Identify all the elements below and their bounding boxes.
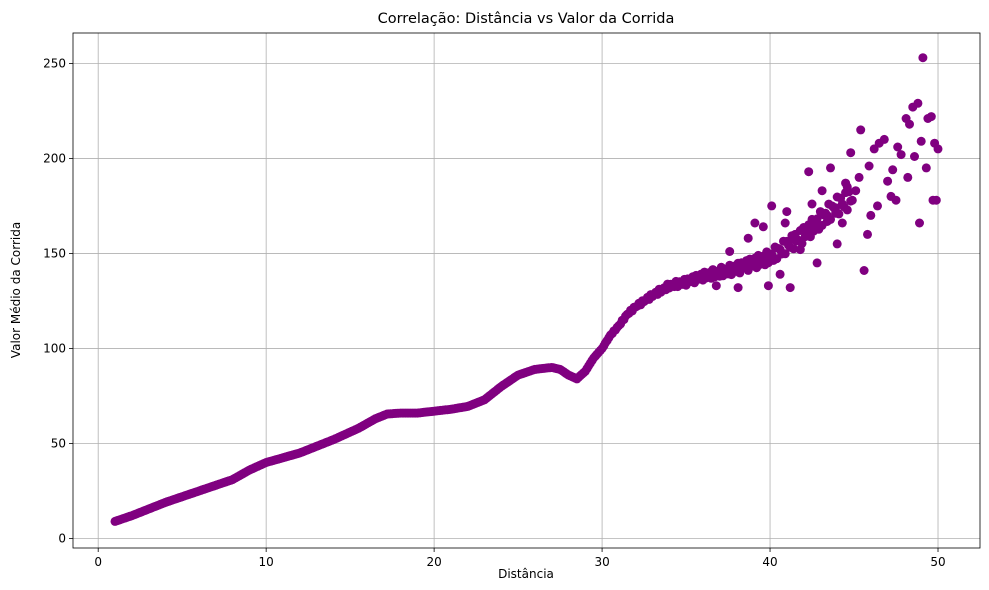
x-tick-label: 30 <box>594 555 609 569</box>
scatter-point <box>758 222 768 232</box>
scatter-point <box>893 142 903 152</box>
scatter-point <box>785 283 795 293</box>
plot-frame <box>72 32 981 549</box>
scatter-point <box>789 244 799 254</box>
scatter-point <box>847 195 857 205</box>
scatter-point <box>790 235 800 245</box>
scatter-point <box>775 269 785 279</box>
scatter-point <box>763 281 773 291</box>
x-tick-label: 10 <box>259 555 274 569</box>
x-tick-label: 20 <box>426 555 441 569</box>
scatter-point <box>826 163 835 173</box>
scatter-point <box>795 245 805 255</box>
scatter-point <box>807 199 817 209</box>
scatter-point <box>910 152 919 161</box>
scatter-point <box>817 186 827 196</box>
scatter-point <box>799 226 809 236</box>
axis-ticks: 0 10 20 30 40 50 0 50 100 150 200 250 <box>43 56 946 569</box>
scatter-point <box>866 210 876 220</box>
scatter-point <box>725 247 735 256</box>
scatter-point <box>767 201 777 211</box>
scatter-point <box>831 203 841 213</box>
scatter-point <box>846 148 856 158</box>
scatter-point <box>916 136 926 146</box>
y-tick-label: 0 <box>58 531 66 545</box>
y-tick-label: 50 <box>51 436 66 450</box>
scatter-point <box>812 258 822 268</box>
x-tick-label: 50 <box>930 555 945 569</box>
scatter-point <box>913 98 923 108</box>
scatter-point <box>921 163 931 173</box>
scatter-point <box>733 283 743 293</box>
scatter-point <box>832 239 842 249</box>
scatter-point <box>750 218 760 228</box>
scatter-point <box>842 182 852 192</box>
scatter-point <box>883 176 893 186</box>
y-tick-label: 150 <box>43 246 66 260</box>
scatter-point <box>804 167 814 177</box>
scatter-point <box>891 195 901 205</box>
scatter-point <box>863 229 872 239</box>
scatter-point <box>864 161 874 171</box>
scatter-point <box>780 218 790 228</box>
scatter-point <box>837 218 847 228</box>
chart-title: Correlação: Distância vs Valor da Corrid… <box>378 11 675 27</box>
scatter-point <box>926 112 936 122</box>
y-tick-label: 200 <box>43 151 66 165</box>
x-tick-label: 0 <box>94 555 102 569</box>
scatter-point <box>842 205 852 215</box>
scatter-point <box>782 207 792 217</box>
y-tick-label: 100 <box>43 341 66 355</box>
scatter-point <box>743 233 753 243</box>
x-tick-label: 40 <box>762 555 777 569</box>
scatter-point <box>780 249 790 259</box>
scatter-point <box>873 201 882 211</box>
scatter-point <box>918 53 928 63</box>
scatter-point <box>915 218 924 228</box>
scatter-point <box>859 266 869 275</box>
scatter-point <box>896 150 906 160</box>
scatter-point <box>711 281 721 291</box>
scatter-point <box>851 186 861 196</box>
scatter-point <box>879 134 889 144</box>
x-axis-label: Distância <box>498 567 554 581</box>
scatter-point <box>933 144 943 154</box>
y-axis-label: Valor Médio da Corrida <box>9 222 23 358</box>
scatter-point <box>888 165 898 175</box>
grid-lines <box>73 33 980 548</box>
scatter-point <box>854 172 864 182</box>
scatter-point <box>903 172 913 182</box>
scatter-point <box>905 119 914 129</box>
scatter-point <box>812 214 822 224</box>
data-points <box>110 53 943 526</box>
y-tick-label: 250 <box>43 56 66 70</box>
scatter-point <box>931 195 941 205</box>
scatter-point <box>856 125 866 135</box>
scatter-point <box>822 210 832 220</box>
